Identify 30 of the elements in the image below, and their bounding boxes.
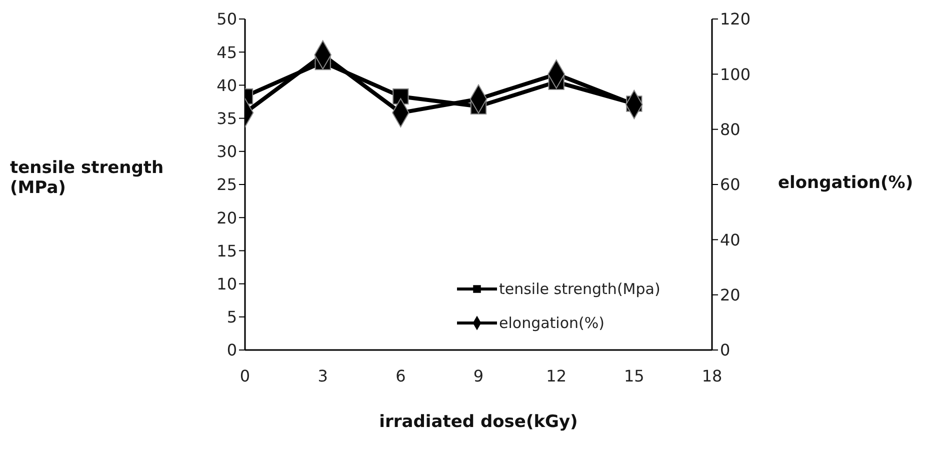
- y-tick-label: 20: [216, 208, 237, 228]
- y-tick-label: 35: [216, 108, 237, 128]
- y-tick-label: 50: [216, 10, 237, 29]
- x-tick-label: 12: [546, 366, 567, 386]
- y2-tick-label: 40: [720, 230, 740, 250]
- y-axis-title: tensile strength (MPa): [10, 158, 165, 198]
- y-tick-label: 30: [216, 142, 237, 162]
- x-tick-label: 18: [702, 366, 722, 386]
- y2-axis-title: elongation(%): [778, 173, 914, 193]
- x-tick-label: 0: [240, 366, 250, 386]
- legend-label: elongation(%): [499, 314, 604, 332]
- y2-tick-label: 80: [720, 120, 740, 140]
- x-tick-label: 3: [318, 366, 328, 386]
- y-tick-label: 45: [216, 42, 237, 62]
- legend-label: tensile strength(Mpa): [499, 280, 660, 298]
- x-tick-label: 15: [624, 366, 644, 386]
- x-tick-label: 6: [396, 366, 406, 386]
- y-tick-label: 5: [226, 308, 237, 327]
- x-axis-title: irradiated dose(kGy): [378, 412, 579, 432]
- y-tick-label: 25: [216, 175, 237, 194]
- x-tick-label: 9: [473, 366, 484, 386]
- y2-tick-label: 20: [720, 286, 740, 305]
- y-tick-label: 15: [216, 241, 237, 260]
- y2-tick-label: 120: [720, 10, 751, 29]
- y2-tick-label: 0: [720, 340, 730, 360]
- y-tick-label: 40: [216, 76, 237, 95]
- y-tick-label: 10: [216, 274, 237, 294]
- y2-tick-label: 100: [720, 64, 751, 84]
- y-tick-label: 0: [226, 340, 237, 360]
- y2-tick-label: 60: [720, 175, 740, 194]
